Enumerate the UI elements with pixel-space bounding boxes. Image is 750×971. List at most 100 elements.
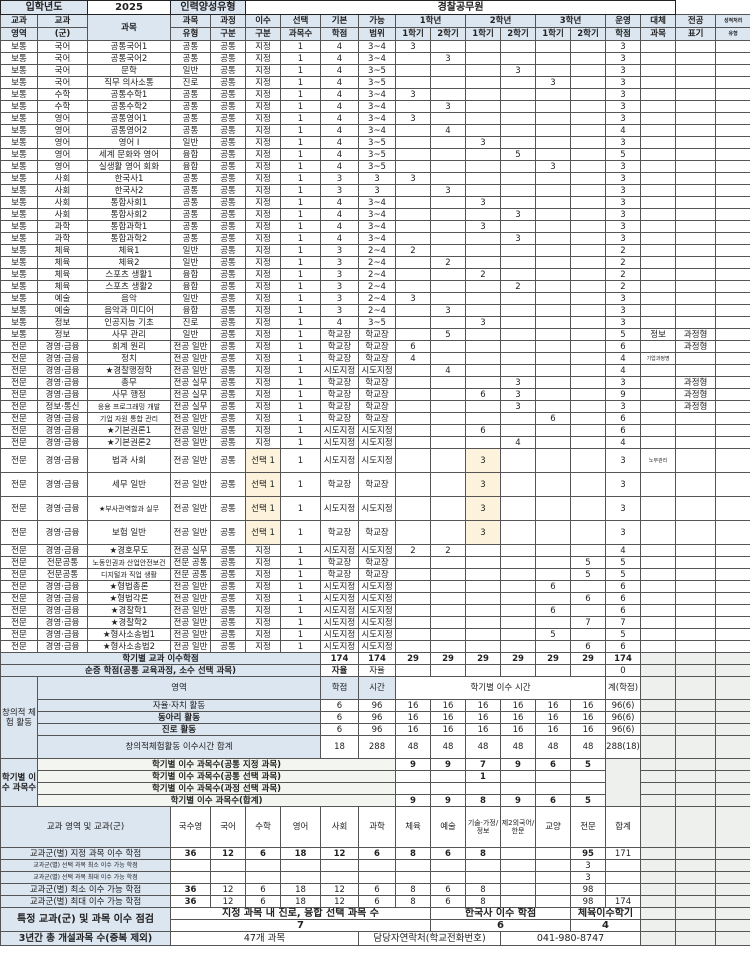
subject-type-cell: 전공 일반 [170, 580, 211, 593]
empty-cell [675, 664, 717, 677]
empty-cell [675, 847, 717, 860]
empty-cell [675, 723, 717, 736]
group-cell: 경영·금융 [37, 496, 88, 521]
table-row: 보통 체육 스포츠 생활2 융합 공통 지정 1 3 2~4 2 2 [0, 280, 750, 293]
grading-type-cell [715, 196, 750, 209]
subject-type-cell: 공통 [170, 124, 211, 137]
course-count-value: 7 [465, 758, 502, 771]
area-cell: 전문 [0, 568, 38, 581]
credit-range-cell: 3~4 [358, 88, 397, 101]
course-type-cell: 공통 [209, 232, 247, 245]
sem-2-1-cell [465, 592, 502, 605]
course-type-cell: 공통 [209, 268, 247, 281]
area-cell: 전문 [0, 496, 38, 521]
sem-3-2-cell: 6 [570, 592, 607, 605]
sem-2-1-cell [465, 304, 502, 317]
empty-cell [715, 699, 750, 712]
course-type-cell: 공통 [209, 640, 247, 653]
substitute-subject-cell [640, 580, 677, 593]
major-mark-cell [675, 616, 717, 629]
course-type-cell: 공통 [209, 220, 247, 233]
empty-cell [640, 847, 677, 860]
table-row: 전문 경영·금융 ★부사관역할과 실무 전공 일반 공통 선택 1 1 시도지정 시도지정 3 3 [0, 496, 750, 521]
subject-type-cell: 공통 [170, 100, 211, 113]
group-cell: 사회 [37, 208, 88, 221]
substitute-subject-cell [640, 592, 677, 605]
sem-2-1-cell [465, 376, 502, 389]
empty-cell [640, 895, 677, 908]
sem-1-2-cell [430, 424, 467, 437]
course-type-cell: 공통 [209, 148, 247, 161]
sem-2-2-cell [500, 604, 537, 617]
group-cell: 과학 [37, 220, 88, 233]
subject-group-column: 과학 [358, 806, 397, 848]
major-mark-cell [675, 136, 717, 149]
substitute-subject-cell [640, 196, 677, 209]
major-mark-cell: 과정형 [675, 328, 717, 341]
course-type-cell: 공통 [209, 256, 247, 269]
activity-label: 자율·자치 활동 [36, 699, 322, 712]
table-row: 전문 경영·금융 ★형법총론 전공 일반 공통 지정 1 시도지정 시도지정 6 6 [0, 580, 750, 593]
course-type-cell: 공통 [209, 472, 247, 497]
sem-2-1-cell: 2 [465, 268, 502, 281]
header-cell: 기본 [320, 14, 360, 28]
completion-type-cell: 지정 [245, 640, 282, 653]
activity-semester-hours: 16 [535, 711, 572, 724]
sem-2-1-cell [465, 160, 502, 173]
subject-group-value [605, 859, 642, 872]
operating-credit-cell: 5 [605, 556, 642, 569]
major-mark-cell [675, 580, 717, 593]
sem-1-1-cell: 3 [395, 172, 432, 185]
course-count-value [430, 770, 467, 783]
sem-2-1-cell [465, 172, 502, 185]
area-cell: 보통 [0, 232, 38, 245]
sem-1-1-cell [395, 328, 432, 341]
subject-group-value [535, 883, 572, 896]
group-cell: 전문공통 [37, 568, 88, 581]
table-row: 보통 사회 통합사회1 공통 공통 지정 1 4 3~4 3 3 [0, 196, 750, 209]
subject-cell: 공통국어2 [87, 52, 171, 65]
substitute-subject-cell [640, 244, 677, 257]
empty-cell [715, 758, 750, 771]
sem-3-2-cell: 7 [570, 616, 607, 629]
completion-type-cell: 지정 [245, 412, 282, 425]
sem-2-2-cell [500, 88, 537, 101]
sem-1-1-cell [395, 628, 432, 641]
empty-cell [430, 664, 467, 677]
base-credit-cell: 시도지정 [320, 592, 360, 605]
empty-cell [675, 711, 717, 724]
sem-3-1-cell [535, 376, 572, 389]
subject-cell: 영어 I [87, 136, 171, 149]
empty-cell [640, 919, 677, 932]
subject-group-value: 18 [280, 895, 322, 908]
subject-group-value: 36 [170, 895, 211, 908]
header-year-3: 3학년 [535, 14, 607, 28]
sem-3-2-cell [570, 208, 607, 221]
credit-range-cell: 3~5 [358, 136, 397, 149]
subject-group-value: 171 [605, 847, 642, 860]
course-type-cell: 공통 [209, 592, 247, 605]
sem-1-2-cell [430, 172, 467, 185]
completion-type-cell: 지정 [245, 136, 282, 149]
completion-type-cell: 지정 [245, 568, 282, 581]
operating-credit-cell: 3 [605, 316, 642, 329]
subject-group-row-label: 교과군(별) 선택 과목 최대 이수 가능 학점 [0, 871, 171, 884]
sem-1-1-cell [395, 304, 432, 317]
table-row: 전문 경영·금융 사무 행정 전공 실무 공통 지정 1 학교장 학교장 6 3 9 과정형 [0, 388, 750, 401]
operating-credit-cell: 6 [605, 340, 642, 353]
empty-cell [640, 859, 677, 872]
grading-type-cell [715, 52, 750, 65]
subject-cell: 인공지능 기초 [87, 316, 171, 329]
group-cell: 경영·금융 [37, 424, 88, 437]
operating-credit-cell: 3 [605, 472, 642, 497]
sem-1-1-cell [395, 388, 432, 401]
course-type-cell: 공통 [209, 556, 247, 569]
sem-3-1-cell [535, 64, 572, 77]
creative-sum-hours: 288 [358, 735, 397, 759]
completion-type-cell: 지정 [245, 340, 282, 353]
subject-group-value: 6 [430, 895, 467, 908]
table-row: 전문 경영·금융 ★경찰학2 전공 일반 공통 지정 1 시도지정 시도지정 7 7 [0, 616, 750, 629]
subject-cell: 디지털과 직업 생활 [87, 568, 171, 581]
subject-group-column: 교양 [535, 806, 572, 848]
sem-3-1-cell [535, 436, 572, 449]
